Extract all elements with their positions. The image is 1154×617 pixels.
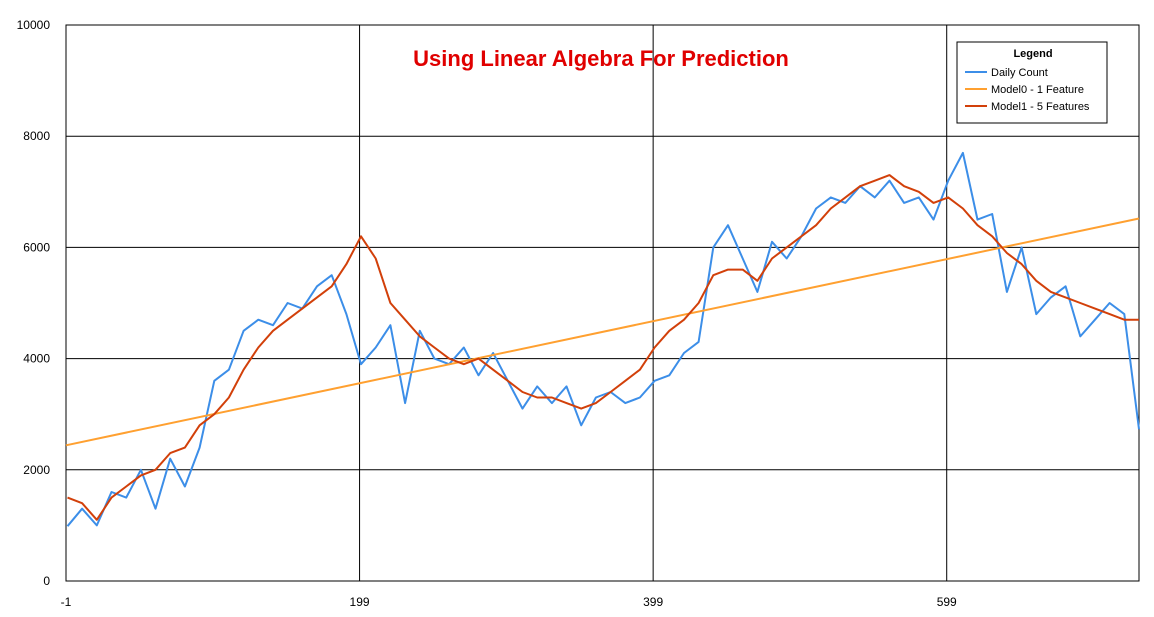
x-tick-label: 199	[350, 595, 370, 609]
series-daily-count	[66, 151, 1140, 527]
chart-title: Using Linear Algebra For Prediction	[413, 46, 789, 71]
x-tick-label: -1	[61, 595, 72, 609]
y-tick-label: 0	[43, 574, 50, 588]
legend-entry-model1: Model1 - 5 Features	[991, 101, 1090, 113]
y-tick-label: 2000	[23, 463, 50, 477]
y-tick-label: 6000	[23, 240, 50, 254]
series-group	[65, 151, 1140, 527]
legend-entry-daily-count: Daily Count	[991, 67, 1048, 79]
series-model0	[65, 217, 1140, 447]
grid	[65, 24, 1139, 582]
legend-entry-model0: Model0 - 1 Feature	[991, 84, 1084, 96]
legend-title: Legend	[1013, 48, 1052, 60]
legend-box	[956, 41, 1108, 124]
x-tick-label: 399	[643, 595, 663, 609]
axis-ticks: 0 2000 4000 6000 8000 10000 -1 199 399 599	[17, 18, 957, 609]
series-model1	[67, 174, 1139, 521]
y-tick-label: 8000	[23, 129, 50, 143]
x-tick-label: 599	[937, 595, 957, 609]
y-tick-label: 10000	[17, 18, 51, 32]
legend: Legend Daily Count Model0 - 1 Feature Mo…	[956, 41, 1108, 124]
y-tick-label: 4000	[23, 352, 50, 366]
